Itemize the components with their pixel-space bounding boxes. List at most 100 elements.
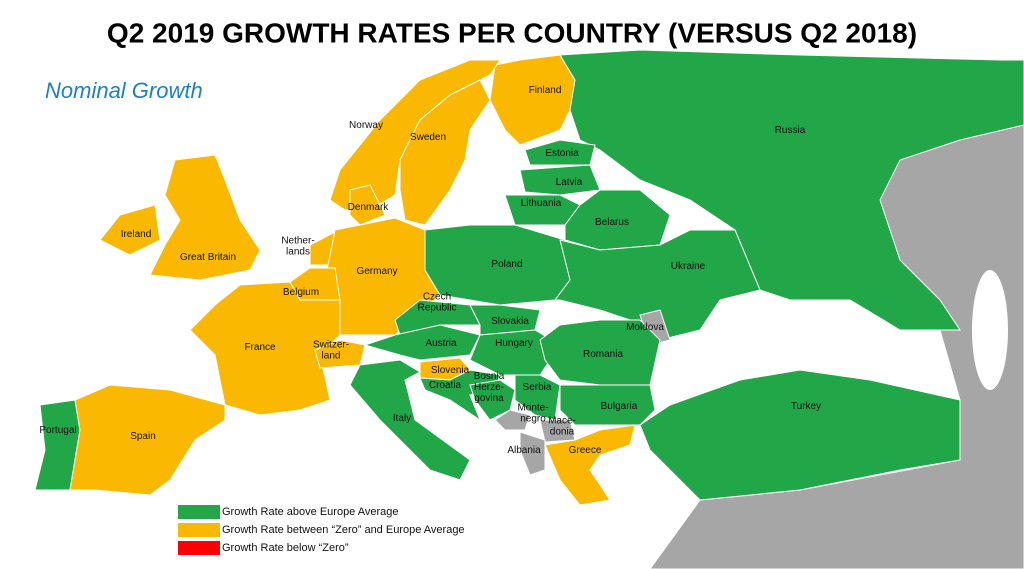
label-line: Germany — [356, 266, 397, 277]
country-label: Slovakia — [491, 316, 529, 327]
legend-label: Growth Rate below “Zero” — [222, 542, 349, 554]
label-line: Ukraine — [671, 261, 706, 272]
legend: Growth Rate above Europe Average Growth R… — [178, 505, 465, 555]
country — [519, 431, 546, 476]
label-line: negro — [520, 413, 546, 424]
country-label: Greece — [569, 445, 602, 456]
title: Q2 2019 GROWTH RATES PER COUNTRY (VERSUS… — [107, 17, 917, 48]
country — [639, 369, 961, 501]
country-label: Hungary — [495, 338, 533, 349]
country-label: Serbia — [523, 382, 552, 393]
country-label: Belarus — [595, 217, 629, 228]
label-line: Bosnia — [474, 371, 505, 382]
label-line: Czech — [423, 291, 451, 302]
label-line: Lithuania — [521, 198, 562, 209]
country-label: Spain — [130, 431, 156, 442]
country-label: Germany — [356, 266, 397, 277]
label-line: Switzer- — [313, 339, 349, 350]
legend-swatch — [178, 523, 220, 537]
label-line: Monte- — [517, 402, 548, 413]
label-line: Mace- — [548, 415, 576, 426]
country-label: Nether-lands — [281, 235, 314, 257]
country — [554, 229, 761, 341]
country — [559, 49, 1024, 331]
country — [314, 339, 366, 369]
country-label: Monte-negro — [517, 402, 548, 424]
label-line: Republic — [418, 302, 457, 313]
country-label: Albania — [507, 445, 541, 456]
country-label: Ukraine — [671, 261, 706, 272]
country-label: Bulgaria — [601, 401, 638, 412]
label-line: Sweden — [410, 132, 446, 143]
label-line: Slovakia — [491, 316, 529, 327]
label-line: Belarus — [595, 217, 629, 228]
label-line: Nether- — [281, 235, 314, 246]
country-label: Sweden — [410, 132, 446, 143]
country — [363, 324, 481, 361]
country — [524, 139, 596, 166]
label-line: Greece — [569, 445, 602, 456]
country-label: Moldova — [626, 322, 664, 333]
country-labels: Finland Norway Sweden Russia Estonia Latvia Li… — [39, 85, 821, 456]
country-label: Slovenia — [431, 365, 470, 376]
label-line: Estonia — [545, 148, 579, 159]
country-label: Romania — [583, 349, 623, 360]
label-line: Romania — [583, 349, 623, 360]
label-line: govina — [474, 393, 504, 404]
label-line: Serbia — [523, 382, 552, 393]
country-label: France — [244, 342, 276, 353]
label-line: Albania — [507, 445, 541, 456]
label-line: Slovenia — [431, 365, 470, 376]
country — [69, 384, 226, 496]
country-label: Poland — [491, 259, 522, 270]
label-line: France — [244, 342, 276, 353]
countries — [34, 49, 1024, 506]
label-line: Finland — [529, 85, 562, 96]
country — [349, 184, 386, 226]
country — [489, 54, 576, 146]
legend-label: Growth Rate between “Zero” and Europe Av… — [222, 524, 465, 536]
label-line: Croatia — [429, 380, 462, 391]
country-label: Latvia — [556, 177, 583, 188]
country — [399, 79, 491, 226]
country-label: Lithuania — [521, 198, 562, 209]
country — [149, 154, 261, 281]
country-label: Austria — [425, 338, 457, 349]
label-line: Denmark — [348, 202, 390, 213]
country — [189, 281, 341, 416]
subtitle: Nominal Growth — [45, 78, 203, 103]
label-line: land — [322, 350, 341, 361]
country-label: Ireland — [121, 229, 152, 240]
legend-swatch — [178, 505, 220, 519]
label-line: Russia — [775, 125, 806, 136]
country-label: Bosnia Herze-govina — [474, 371, 505, 404]
label-line: Norway — [349, 120, 383, 131]
country-label: Italy — [393, 413, 411, 424]
country-label: Mace-donia — [548, 415, 576, 437]
label-line: Spain — [130, 431, 156, 442]
label-line: Great Britain — [180, 252, 236, 263]
country — [99, 204, 161, 256]
country-label: Great Britain — [180, 252, 236, 263]
label-line: Ireland — [121, 229, 152, 240]
country — [539, 319, 661, 386]
legend-swatch — [178, 541, 220, 555]
label-line: donia — [550, 426, 575, 437]
label-line: Portugal — [39, 425, 76, 436]
country-label: Denmark — [348, 202, 390, 213]
country-label: Norway — [349, 120, 383, 131]
country-label: Czech Republic — [418, 291, 457, 313]
country — [564, 189, 671, 251]
country-label: Russia — [775, 125, 806, 136]
country-label: Belgium — [283, 287, 319, 298]
country — [349, 359, 471, 481]
label-line: Italy — [393, 413, 411, 424]
label-line: Poland — [491, 259, 522, 270]
label-line: Bulgaria — [601, 401, 638, 412]
country-label: Estonia — [545, 148, 579, 159]
label-line: Belgium — [283, 287, 319, 298]
country-label: Turkey — [791, 401, 821, 412]
country-label: Portugal — [39, 425, 76, 436]
legend-label: Growth Rate above Europe Average — [222, 506, 399, 518]
country-label: Switzer-land — [313, 339, 349, 361]
